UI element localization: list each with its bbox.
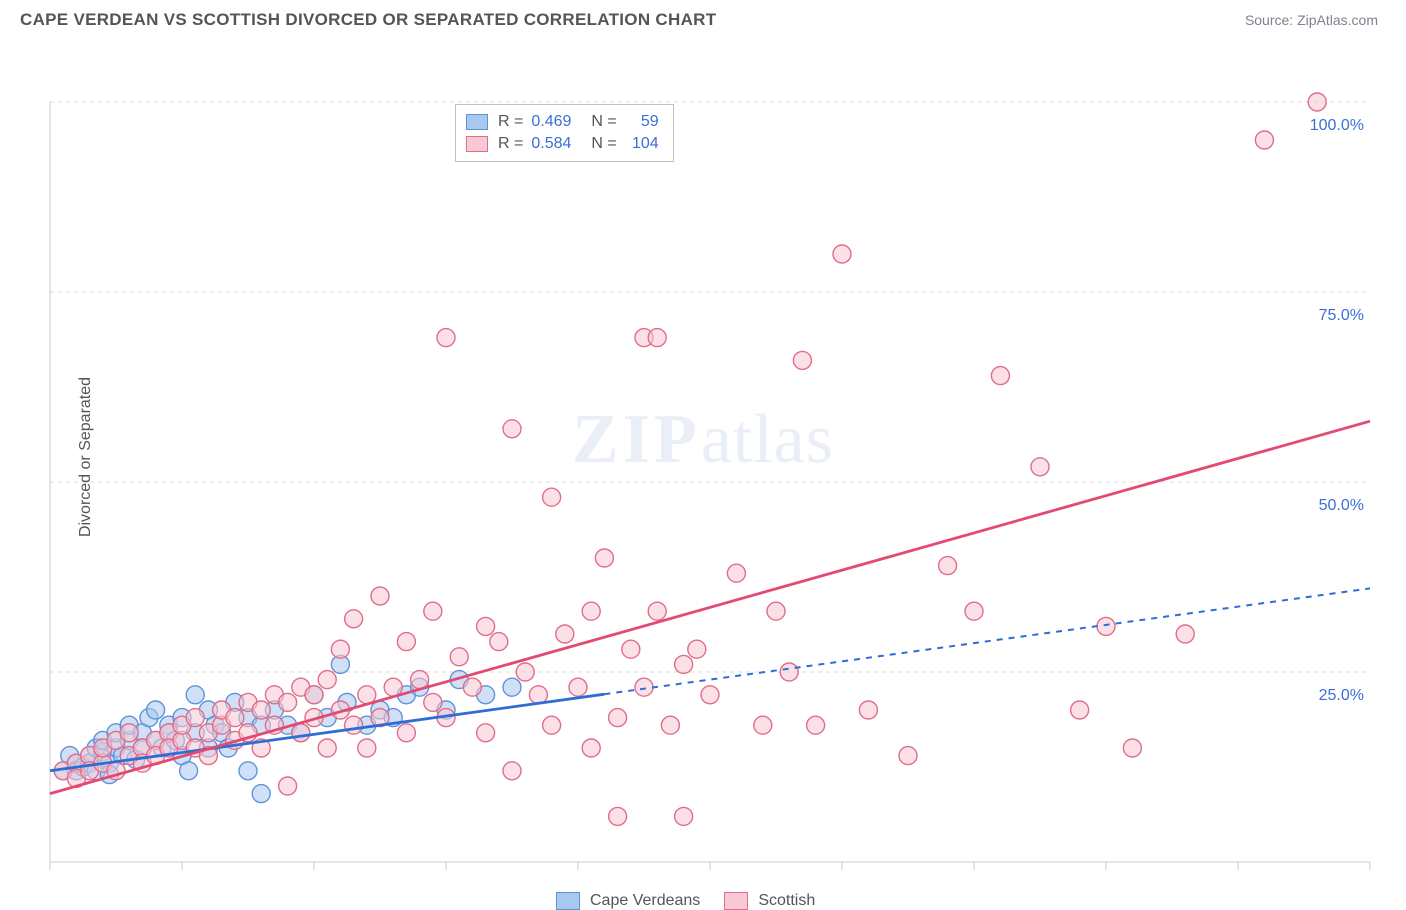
stats-legend-row: R = 0.584 N = 104 <box>466 133 659 155</box>
series-legend: Cape Verdeans Scottish <box>556 892 815 910</box>
stat-n-label: N = <box>591 113 616 131</box>
source-attribution: Source: ZipAtlas.com <box>1245 12 1378 28</box>
svg-text:50.0%: 50.0% <box>1319 497 1364 514</box>
scatter-plot: 25.0%50.0%75.0%100.0%0.0%100.0% <box>0 42 1406 872</box>
legend-item: Cape Verdeans <box>556 892 700 910</box>
stats-legend: R = 0.469 N = 59 R = 0.584 N = 104 <box>455 104 674 162</box>
stat-r-label: R = <box>498 135 523 153</box>
chart-area: Divorced or Separated ZIPatlas 25.0%50.0… <box>0 42 1406 872</box>
stat-n-value: 59 <box>625 113 659 131</box>
y-axis-label: Divorced or Separated <box>77 377 95 537</box>
stat-r-value: 0.584 <box>531 135 581 153</box>
legend-label: Scottish <box>758 892 815 910</box>
legend-swatch <box>556 892 580 910</box>
chart-title: CAPE VERDEAN VS SCOTTISH DIVORCED OR SEP… <box>20 10 716 30</box>
chart-header: CAPE VERDEAN VS SCOTTISH DIVORCED OR SEP… <box>0 0 1406 36</box>
legend-swatch <box>724 892 748 910</box>
stats-legend-row: R = 0.469 N = 59 <box>466 111 659 133</box>
svg-text:75.0%: 75.0% <box>1319 307 1364 324</box>
stat-n-label: N = <box>591 135 616 153</box>
stat-r-label: R = <box>498 113 523 131</box>
legend-swatch <box>466 114 488 130</box>
stat-n-value: 104 <box>625 135 659 153</box>
legend-swatch <box>466 136 488 152</box>
stat-r-value: 0.469 <box>531 113 581 131</box>
legend-item: Scottish <box>724 892 815 910</box>
svg-text:25.0%: 25.0% <box>1319 687 1364 704</box>
legend-label: Cape Verdeans <box>590 892 700 910</box>
svg-text:100.0%: 100.0% <box>1310 117 1364 134</box>
